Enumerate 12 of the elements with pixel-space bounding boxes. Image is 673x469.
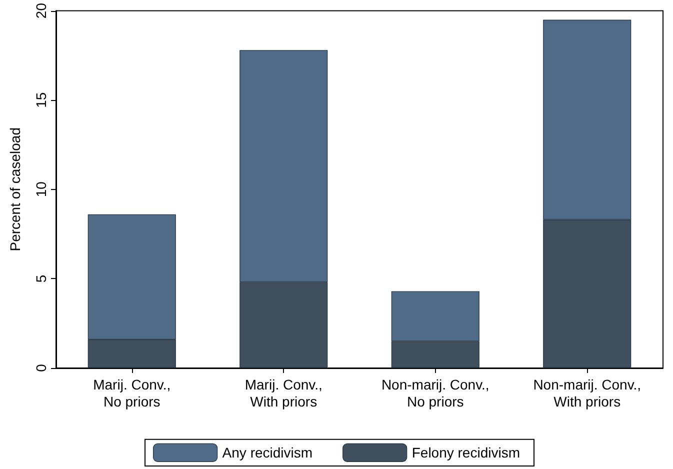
x-tick-label: Non-marij. Conv., With priors [533, 376, 642, 410]
y-tick-label: 10 [33, 181, 49, 198]
x-tick-label: Marij. Conv., No priors [93, 376, 171, 410]
legend-label: Any recidivism [222, 444, 313, 461]
y-tick-label: 15 [33, 92, 49, 108]
y-tick-label: 20 [33, 2, 49, 19]
x-tick-label: Marij. Conv., With priors [244, 376, 322, 410]
legend-label: Felony recidivism [412, 444, 520, 461]
y-tick-label: 5 [33, 274, 49, 283]
y-axis-title: Percent of caseload [7, 128, 23, 252]
y-tick-label: 0 [33, 364, 49, 372]
x-tick-label: Non-marij. Conv., No priors [381, 376, 490, 410]
